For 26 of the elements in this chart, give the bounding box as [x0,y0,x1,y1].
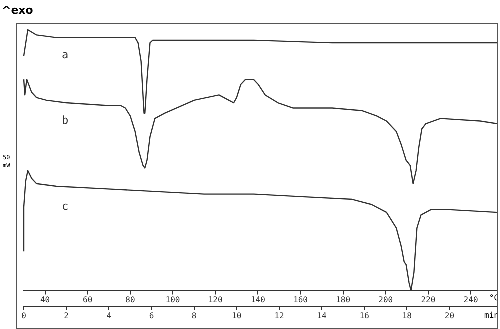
x-tick-label: 120 [208,296,223,305]
text: ^exo [2,4,34,17]
x2-tick-label: 14 [317,311,328,320]
x2-tick-label: 0 [22,311,27,320]
x2-tick-label: 8 [192,311,197,320]
x-tick-label: 200 [378,296,394,305]
x-tick-label: 140 [250,296,266,305]
x-tick-label: 40 [40,296,50,305]
x2-tick-label: 2 [64,311,70,320]
series-label: a [62,48,69,62]
x-tick-label: 100 [166,296,180,305]
x2-tick-label: 10 [232,311,242,320]
x-tick-label: 160 [294,296,308,305]
x2-tick-label: 4 [106,311,112,320]
x-tick-label: 180 [336,296,351,305]
x2-tick-label: 20 [444,311,455,320]
x-tick-label: 80 [126,296,136,305]
x2-tick-label: 6 [149,311,154,320]
x2-tick-label: 18 [402,311,412,320]
series-label: c [62,200,69,213]
series-label: b [62,114,69,127]
x-tick-label: 60 [83,296,93,305]
x2-tick-label: 16 [360,311,370,320]
x2-tick-label: 12 [274,311,284,320]
x-tick-label: 240 [464,296,478,305]
x-tick-label: 220 [421,296,436,305]
